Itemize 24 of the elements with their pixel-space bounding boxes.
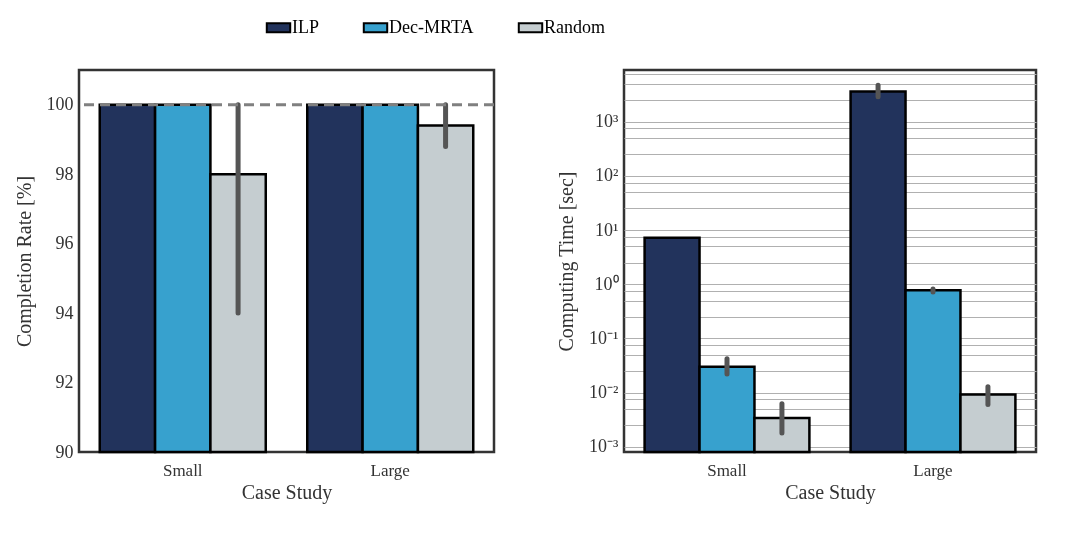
legend-label: Random xyxy=(544,16,605,37)
y-tick-label: 92 xyxy=(55,372,74,393)
y-tick-label: 100 xyxy=(46,94,74,115)
y-tick-label: 10⁻¹ xyxy=(589,327,619,348)
legend-label: ILP xyxy=(292,16,319,37)
x-axis-title: Case Study xyxy=(241,480,333,504)
y-tick-label: 98 xyxy=(55,163,74,184)
x-axis-title: Case Study xyxy=(785,480,876,504)
y-tick-label: 10⁻² xyxy=(589,382,619,403)
y-tick-label: 94 xyxy=(55,302,74,323)
x-tick-label: Large xyxy=(370,460,410,480)
y-tick-label: 10² xyxy=(595,165,619,186)
x-tick-label: Small xyxy=(162,460,203,480)
x-tick-label: Small xyxy=(707,460,748,480)
y-tick-label: 90 xyxy=(55,441,74,462)
y-tick-label: 96 xyxy=(55,233,74,254)
y-tick-label: 10⁰ xyxy=(594,273,619,294)
y-tick-label: 10³ xyxy=(595,111,620,132)
x-tick-label: Large xyxy=(913,460,953,480)
y-axis-title: Completion Rate [%] xyxy=(12,175,36,348)
legend-label: Dec-MRTA xyxy=(389,16,474,37)
y-axis-title: Computing Time [sec] xyxy=(555,171,579,352)
y-tick-label: 10¹ xyxy=(595,219,619,240)
y-tick-label: 10⁻³ xyxy=(589,436,620,457)
